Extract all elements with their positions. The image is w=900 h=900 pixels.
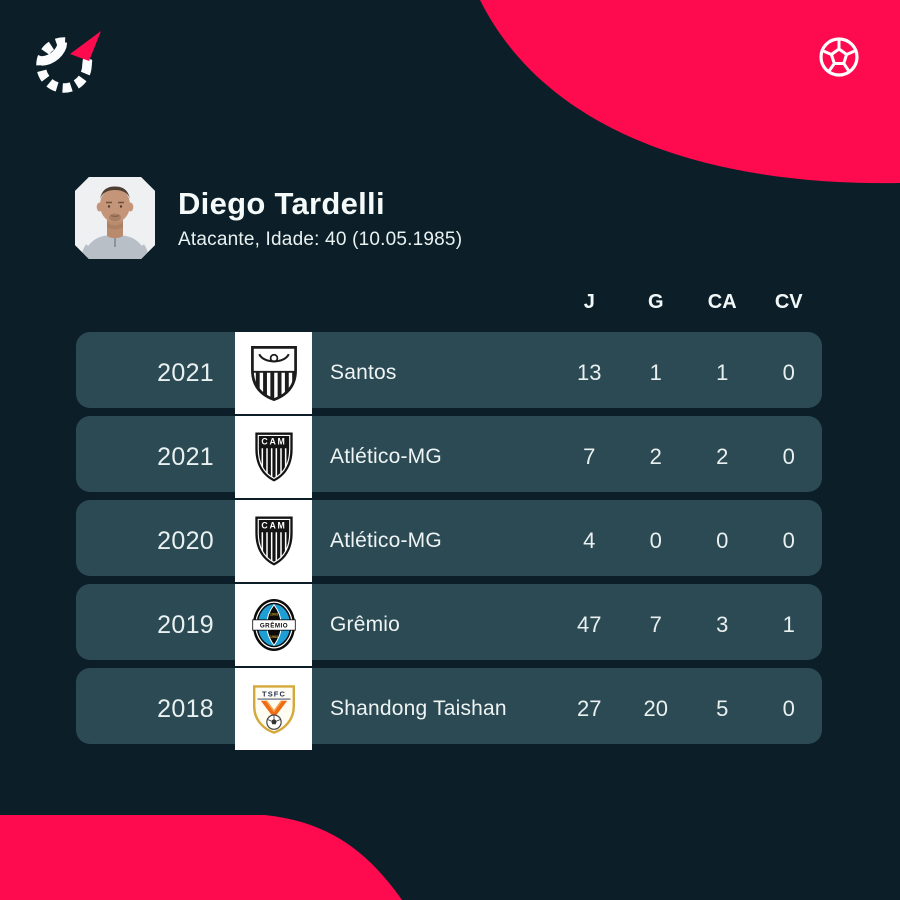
stat-j: 13 xyxy=(577,360,602,385)
club-name: Santos xyxy=(330,361,397,384)
career-row: 2018 TSFC Shandong Taisha xyxy=(76,668,822,750)
stat-cv: 1 xyxy=(782,612,795,637)
stat-cv: 0 xyxy=(782,360,795,385)
player-details: Atacante, Idade: 40 (10.05.1985) xyxy=(178,229,463,250)
season-label: 2019 xyxy=(157,610,214,639)
pink-top-right-shape xyxy=(480,0,900,184)
atletico-mg-crest-icon: CAM xyxy=(254,516,293,566)
club-logo-box: GRÊMIO 1903 1983 xyxy=(235,584,312,666)
atletico-mg-crest-icon: CAM xyxy=(254,432,293,482)
stats-table: 2021 Sa xyxy=(76,332,822,752)
pink-bottom-left-shape xyxy=(0,815,402,900)
club-logo-box: CAM xyxy=(235,416,312,498)
career-row: 2020 CAM Atlético-M xyxy=(76,500,822,582)
svg-text:TSFC: TSFC xyxy=(262,689,286,698)
season-label: 2018 xyxy=(157,694,214,723)
career-row: 2021 Sa xyxy=(76,332,822,414)
club-logo-box: TSFC xyxy=(235,668,312,750)
stat-ca: 0 xyxy=(716,528,729,553)
club-name: Atlético-MG xyxy=(330,529,442,552)
stat-cv: 0 xyxy=(782,696,795,721)
stat-g: 20 xyxy=(643,696,668,721)
player-photo xyxy=(75,177,155,259)
svg-text:1983: 1983 xyxy=(269,635,277,639)
stat-j: 47 xyxy=(577,612,602,637)
stat-g: 7 xyxy=(649,612,662,637)
stat-g: 0 xyxy=(649,528,662,553)
player-headshot-image xyxy=(75,177,155,259)
gremio-crest-icon: GRÊMIO 1903 1983 xyxy=(251,599,296,651)
stat-cv: 0 xyxy=(782,528,795,553)
career-row: 2021 CAM Atlético-M xyxy=(76,416,822,498)
stat-j: 27 xyxy=(577,696,602,721)
stat-ca: 2 xyxy=(716,444,729,469)
season-label: 2021 xyxy=(157,358,214,387)
svg-text:GRÊMIO: GRÊMIO xyxy=(259,622,287,630)
stat-g: 1 xyxy=(649,360,662,385)
season-label: 2020 xyxy=(157,526,214,555)
stat-ca: 1 xyxy=(716,360,729,385)
player-name: Diego Tardelli xyxy=(178,186,385,221)
col-header-j: J xyxy=(583,291,595,313)
flashscore-logo xyxy=(36,26,103,93)
santos-crest-icon xyxy=(250,345,297,401)
shandong-taishan-crest-icon: TSFC xyxy=(252,684,295,734)
club-name: Atlético-MG xyxy=(330,445,442,468)
club-logo-box: CAM xyxy=(235,500,312,582)
svg-text:CAM: CAM xyxy=(261,521,286,531)
stat-ca: 5 xyxy=(716,696,729,721)
stat-ca: 3 xyxy=(716,612,729,637)
stats-table-header: J G CA CV xyxy=(76,288,822,316)
col-header-g: G xyxy=(647,291,664,313)
season-label: 2021 xyxy=(157,442,214,471)
stat-j: 4 xyxy=(583,528,596,553)
club-name: Grêmio xyxy=(330,613,401,636)
svg-text:CAM: CAM xyxy=(261,437,286,447)
club-name: Shandong Taishan xyxy=(330,697,507,720)
soccer-ball-icon xyxy=(819,37,859,77)
col-header-ca: CA xyxy=(707,291,737,313)
club-logo-box xyxy=(235,332,312,414)
stat-cv: 0 xyxy=(782,444,795,469)
stat-g: 2 xyxy=(649,444,662,469)
svg-text:1903: 1903 xyxy=(269,613,277,617)
col-header-cv: CV xyxy=(774,291,803,313)
career-row: 2019 GRÊMIO 1903 1983 Grêmio 47 7 3 1 xyxy=(76,584,822,666)
stat-j: 7 xyxy=(583,444,596,469)
